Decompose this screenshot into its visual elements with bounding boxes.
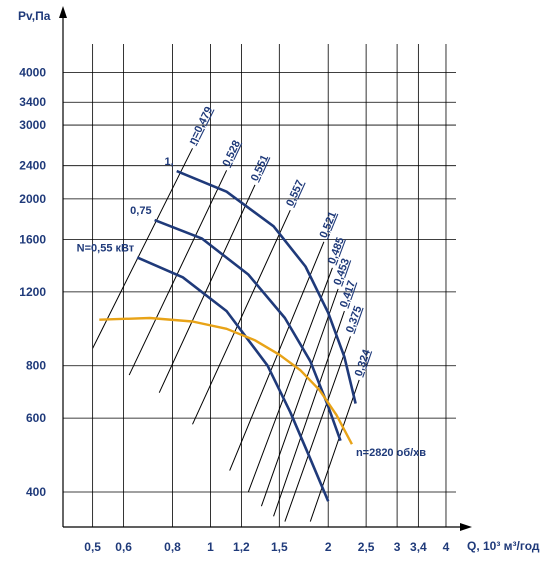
efficiency-line bbox=[158, 184, 256, 393]
efficiency-label: 0,557 bbox=[284, 178, 306, 208]
y-tick-label: 2000 bbox=[19, 192, 46, 206]
efficiency-line bbox=[192, 209, 291, 425]
y-axis-title: Pv,Па bbox=[18, 9, 51, 23]
efficiency-label: 0,551 bbox=[249, 153, 271, 183]
efficiency-line bbox=[273, 310, 345, 517]
x-tick-label: 1,5 bbox=[271, 540, 288, 554]
x-tick-label: 4 bbox=[443, 540, 450, 554]
efficiency-label: 0,521 bbox=[318, 210, 340, 240]
y-tick-label: 3400 bbox=[19, 95, 46, 109]
y-tick-label: 2400 bbox=[19, 159, 46, 173]
power-curve bbox=[154, 218, 342, 442]
axes: Pv,Па Q, 10³ м³/год bbox=[18, 6, 540, 553]
efficiency-label: 0,528 bbox=[220, 139, 243, 169]
efficiency-line bbox=[128, 170, 228, 376]
y-tick-label: 1600 bbox=[19, 233, 46, 247]
y-tick-labels: 400 600 800 1200 1600 2000 2400 3000 3400 4000 bbox=[19, 66, 46, 499]
efficiency-line bbox=[284, 336, 351, 522]
x-tick-label: 0,8 bbox=[164, 540, 181, 554]
power-curve bbox=[136, 256, 330, 502]
x-tick-label: 3,4 bbox=[410, 540, 427, 554]
efficiency-label: η=0,479 bbox=[186, 105, 215, 147]
x-axis-arrow bbox=[460, 523, 472, 531]
efficiency-line bbox=[92, 148, 193, 349]
x-tick-labels: 0,5 0,6 0,8 1 1,2 1,5 2 2,5 3 3,4 4 bbox=[84, 540, 449, 554]
y-tick-label: 800 bbox=[26, 359, 46, 373]
fan-curve: n=2820 об/хв bbox=[99, 316, 426, 459]
x-tick-label: 2 bbox=[325, 540, 332, 554]
grid bbox=[63, 44, 456, 527]
y-tick-label: 400 bbox=[26, 485, 46, 499]
efficiency-label: 0,324 bbox=[353, 347, 374, 378]
efficiency-line bbox=[309, 379, 360, 522]
y-tick-label: 3000 bbox=[19, 118, 46, 132]
power-curves: N=0,55 кВт 0,75 1, bbox=[77, 156, 357, 502]
y-axis-arrow bbox=[59, 6, 67, 18]
x-tick-label: 2,5 bbox=[358, 540, 375, 554]
fan-curve-label: n=2820 об/хв bbox=[356, 447, 426, 459]
efficiency-line bbox=[247, 267, 333, 493]
y-tick-label: 4000 bbox=[19, 66, 46, 80]
power-curve bbox=[176, 169, 357, 404]
power-curve-label: N=0,55 кВт bbox=[77, 242, 135, 254]
x-tick-label: 1 bbox=[207, 540, 214, 554]
x-tick-label: 3 bbox=[394, 540, 401, 554]
x-tick-label: 0,6 bbox=[115, 540, 132, 554]
y-tick-label: 600 bbox=[26, 411, 46, 425]
power-curve-label: 1, bbox=[165, 156, 174, 168]
efficiency-line bbox=[229, 241, 325, 471]
efficiency-line bbox=[260, 288, 339, 507]
x-tick-label: 0,5 bbox=[84, 540, 101, 554]
x-axis-title: Q, 10³ м³/год bbox=[467, 539, 540, 553]
y-tick-label: 1200 bbox=[19, 285, 46, 299]
power-curve-label: 0,75 bbox=[130, 205, 151, 217]
x-tick-label: 1,2 bbox=[233, 540, 250, 554]
fan-curve-line bbox=[99, 316, 353, 445]
